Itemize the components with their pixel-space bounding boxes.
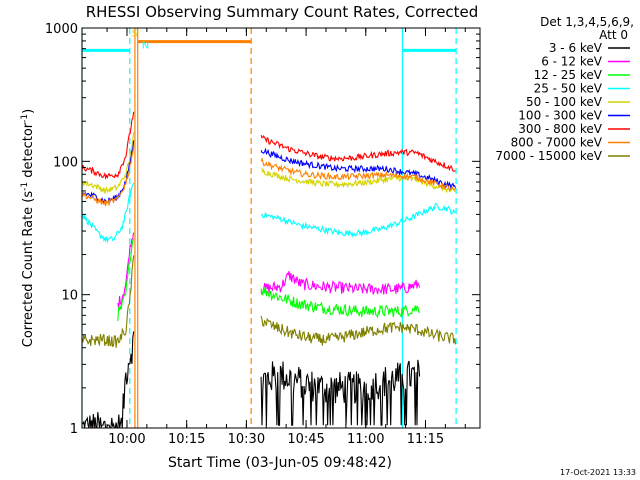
- x-axis-label: Start Time (03-Jun-05 09:48:42): [168, 455, 392, 471]
- legend-label-2: 12 - 25 keV: [534, 68, 603, 82]
- y-tick-label-2: 100: [53, 155, 78, 170]
- series-line-3-seg1: [81, 182, 135, 244]
- series-line-3-seg2: [261, 202, 456, 238]
- legend-label-5: 100 - 300 keV: [518, 109, 602, 123]
- plot-frame: [81, 27, 481, 429]
- series-line-5-seg2: [260, 147, 457, 189]
- x-tick-label-4: 11:00: [347, 432, 384, 447]
- legend-label-6: 300 - 800 keV: [518, 122, 602, 136]
- series-line-2-seg2: [260, 286, 421, 319]
- x-tick-label-3: 10:45: [287, 432, 324, 447]
- y-axis-label: Corrected Count Rate (s-1 detector-1): [20, 109, 36, 347]
- series-line-7-seg2: [260, 156, 456, 193]
- y-axis-label-sup2: -1: [20, 114, 30, 123]
- y-tick-label-3: 1000: [45, 22, 78, 37]
- series-line-1-seg1: [117, 232, 135, 309]
- x-ticks: 10:00 10:15 10:30 10:45 11:00 11:15: [106, 28, 466, 447]
- y-tick-label-1: 10: [61, 289, 78, 304]
- series-lines: [81, 111, 457, 429]
- series-line-0-seg1: [81, 331, 135, 429]
- vertical-markers: [81, 28, 457, 428]
- y-axis-label-sup1: -1: [20, 182, 30, 191]
- legend-label-3: 25 - 50 keV: [534, 82, 603, 96]
- legend-label-4: 50 - 100 keV: [526, 95, 603, 109]
- x-tick-label-2: 10:30: [228, 432, 265, 447]
- series-line-0-seg2: [260, 359, 421, 426]
- series-line-7-seg1: [81, 147, 135, 207]
- annotation-1: N: [142, 41, 149, 52]
- y-ticks: 1 10 100 1000: [45, 22, 480, 437]
- footer-timestamp: 17-Oct-2021 13:33: [560, 468, 636, 477]
- legend-label-8: 7000 - 15000 keV: [495, 149, 602, 163]
- x-tick-label-5: 11:15: [407, 432, 444, 447]
- y-axis-label-part1: Corrected Count Rate (s: [21, 191, 36, 348]
- chart-title: RHESSI Observing Summary Count Rates, Co…: [86, 3, 479, 21]
- legend-header-line2: Att 0: [599, 28, 628, 42]
- series-line-6-seg2: [260, 134, 456, 172]
- series-line-1-seg2: [260, 271, 421, 296]
- legend-label-1: 6 - 12 keV: [541, 55, 603, 69]
- annotations: SN: [132, 29, 149, 52]
- legend-label-0: 3 - 6 keV: [549, 41, 603, 55]
- y-axis-label-part3: ): [21, 109, 36, 114]
- y-tick-label-0: 1: [70, 422, 78, 437]
- legend-label-7: 800 - 7000 keV: [511, 136, 603, 150]
- y-axis-label-part2: detector: [21, 122, 36, 182]
- series-line-8-seg2: [260, 315, 457, 346]
- series-line-6-seg1: [81, 111, 135, 180]
- annotation-0: S: [132, 29, 138, 40]
- series-line-8-seg1: [81, 255, 135, 348]
- legend-header-line1: Det 1,3,4,5,6,9,: [540, 15, 634, 29]
- series-line-2-seg1: [117, 238, 135, 322]
- series-line-4-seg1: [81, 132, 135, 194]
- x-tick-label-1: 10:15: [168, 432, 205, 447]
- attenuator-bars: [82, 40, 457, 52]
- x-tick-label-0: 10:00: [108, 432, 145, 447]
